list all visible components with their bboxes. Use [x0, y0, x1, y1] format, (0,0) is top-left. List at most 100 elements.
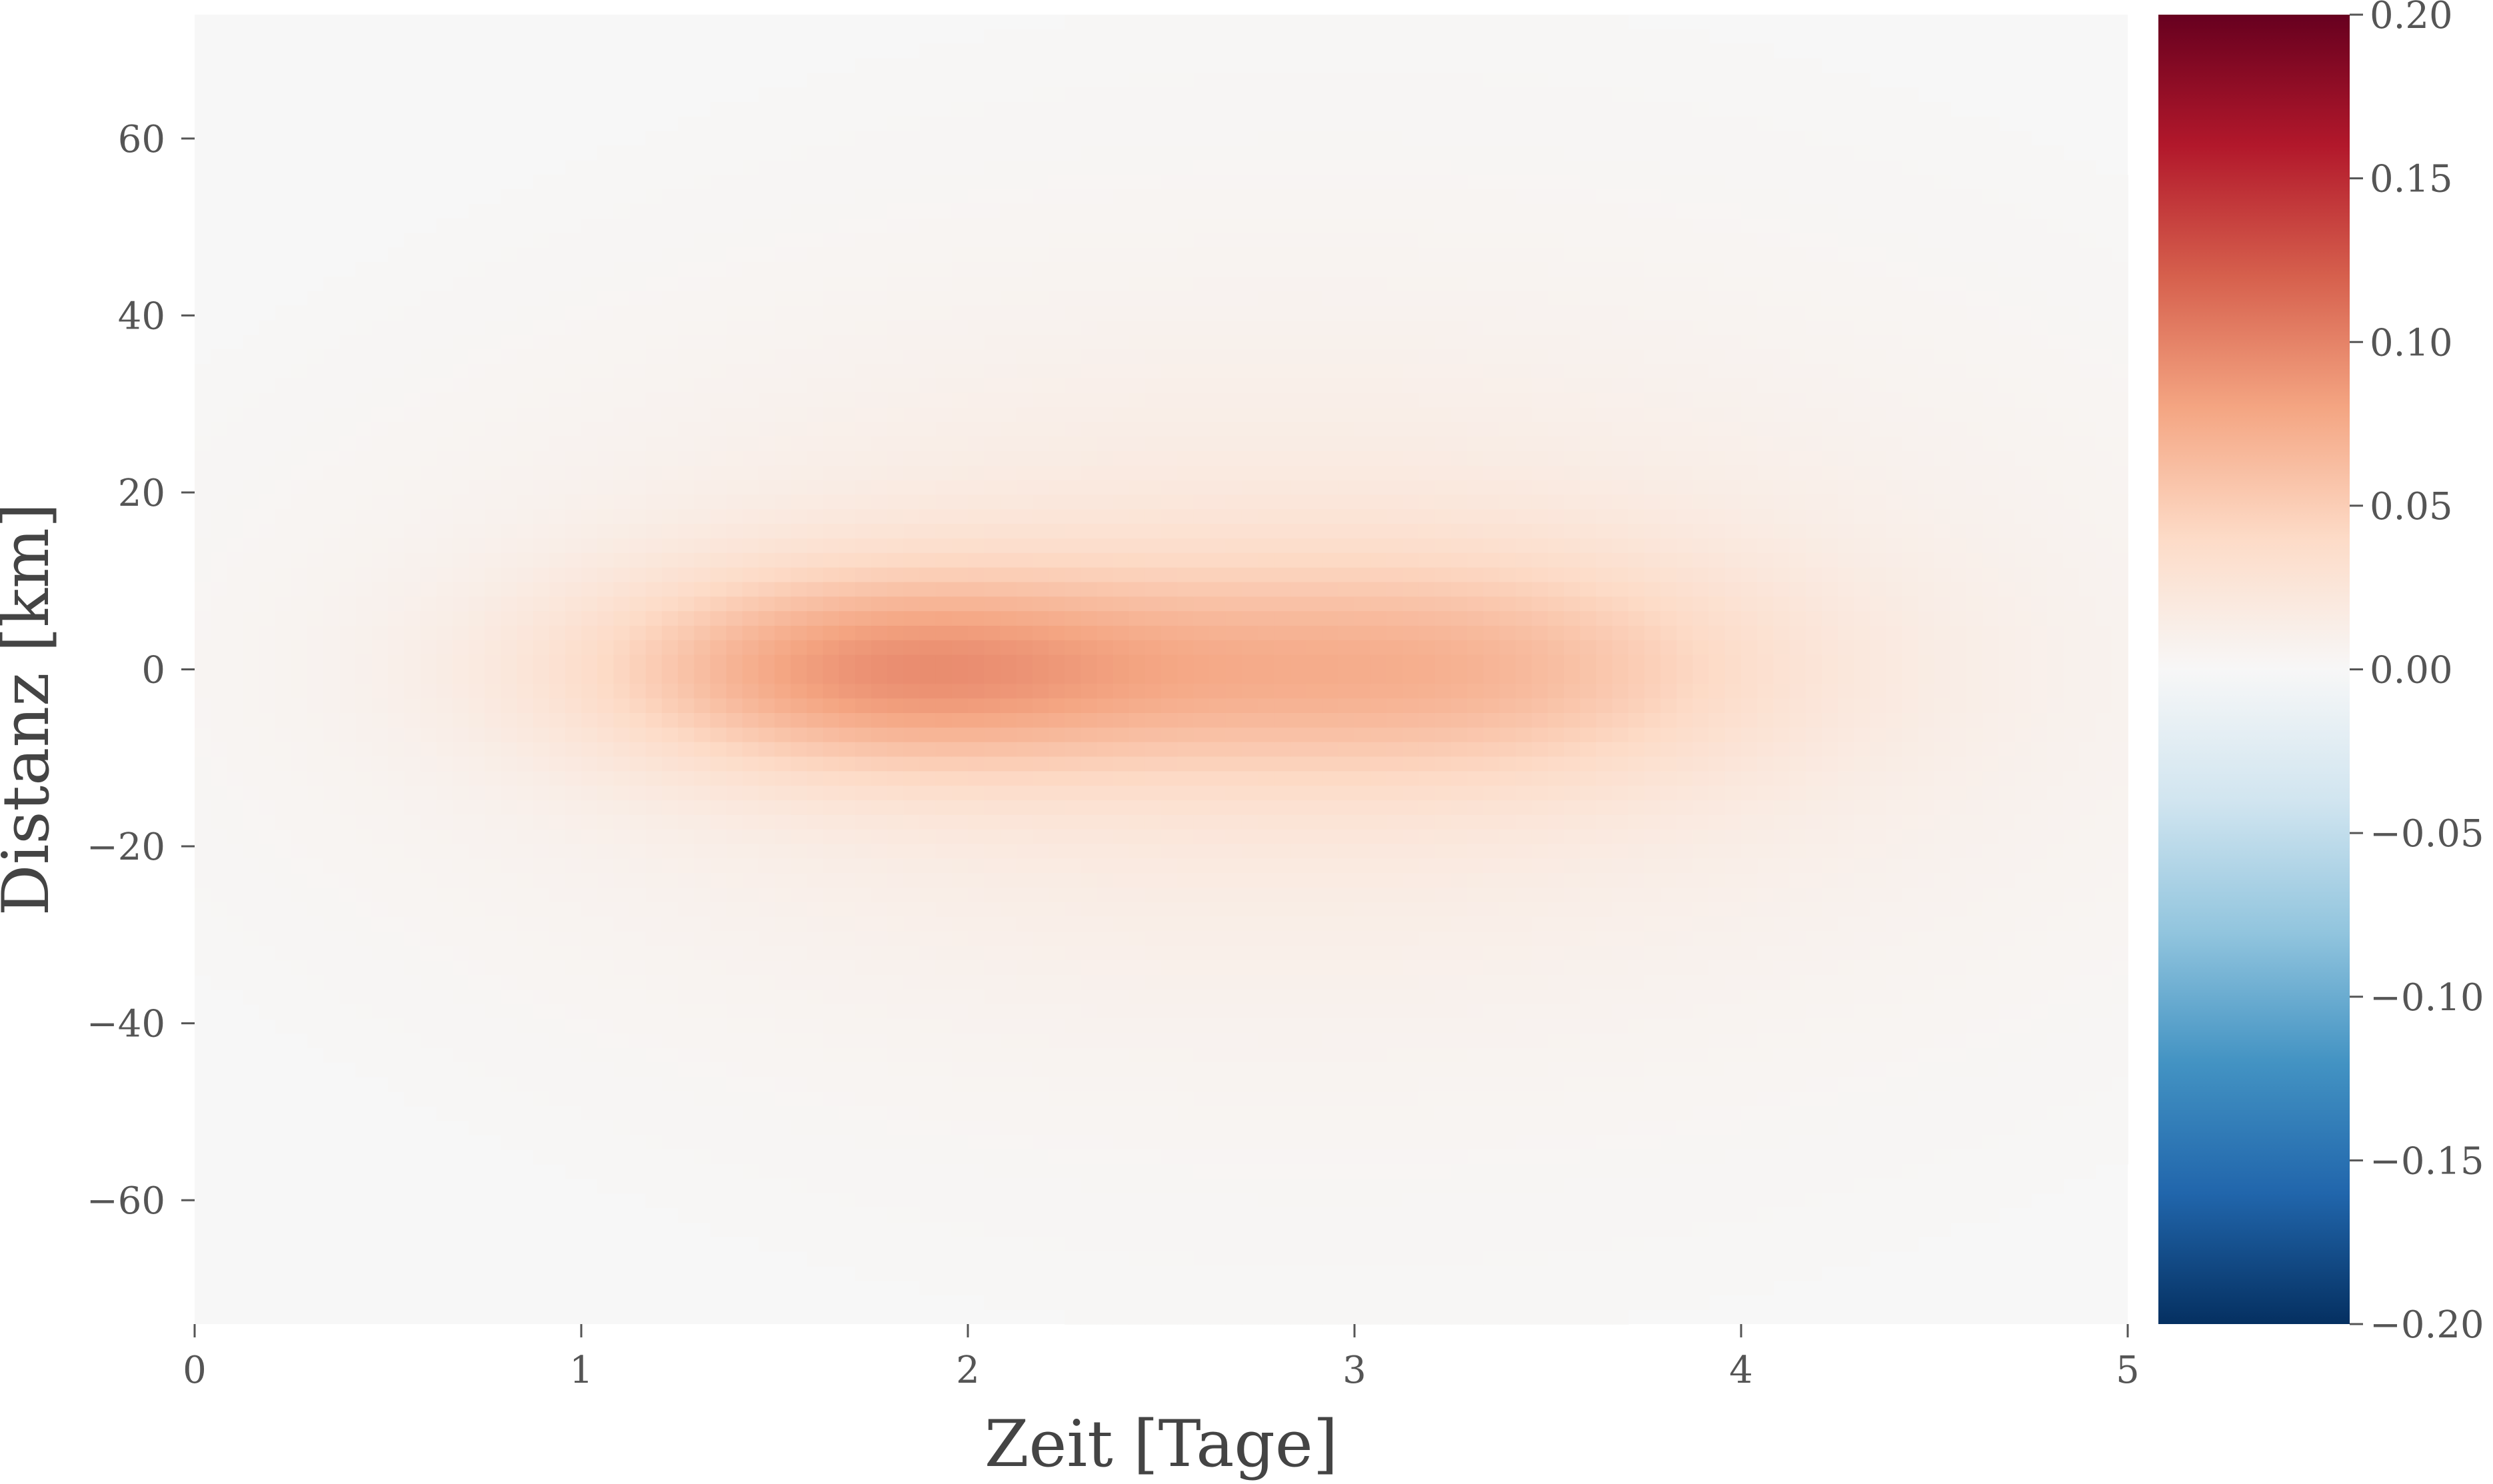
- heatmap-cell: [468, 786, 485, 801]
- heatmap-cell: [1258, 407, 1274, 423]
- heatmap-cell: [371, 364, 389, 379]
- heatmap-cell: [807, 829, 824, 845]
- heatmap-cell: [758, 480, 775, 496]
- heatmap-cell: [581, 786, 598, 801]
- heatmap-cell: [645, 305, 663, 321]
- heatmap-cell: [984, 1004, 1001, 1020]
- heatmap-cell: [1241, 1207, 1258, 1223]
- heatmap-cell: [984, 771, 1001, 786]
- heatmap-cell: [1241, 1004, 1258, 1020]
- heatmap-cell: [517, 247, 534, 263]
- heatmap-cell: [758, 349, 775, 365]
- heatmap-cell: [195, 436, 211, 452]
- heatmap-cell: [485, 451, 501, 466]
- heatmap-cell: [613, 552, 631, 568]
- heatmap-cell: [1209, 975, 1227, 990]
- heatmap-cell: [807, 916, 824, 932]
- heatmap-cell: [1258, 1135, 1274, 1150]
- heatmap-cell: [629, 975, 647, 990]
- heatmap-cell: [468, 552, 485, 568]
- heatmap-cell: [420, 364, 437, 379]
- heatmap-cell: [1113, 451, 1130, 466]
- heatmap-cell: [388, 960, 405, 976]
- heatmap-cell: [452, 611, 469, 626]
- heatmap-cell: [710, 1062, 727, 1078]
- heatmap-cell: [694, 1106, 711, 1121]
- heatmap-cell: [1113, 829, 1130, 845]
- heatmap-cell: [307, 349, 325, 365]
- heatmap-cell: [903, 175, 921, 190]
- heatmap-cell: [678, 844, 695, 860]
- heatmap-cell: [195, 407, 211, 423]
- heatmap-cell: [549, 960, 566, 976]
- heatmap-cell: [452, 800, 469, 816]
- heatmap-cell: [485, 494, 501, 510]
- heatmap-cell: [597, 582, 615, 598]
- heatmap-cell: [452, 465, 469, 481]
- heatmap-cell: [1177, 422, 1195, 437]
- heatmap-cell: [565, 946, 582, 961]
- heatmap-cell: [694, 378, 711, 394]
- heatmap-cell: [807, 1237, 824, 1252]
- heatmap-cell: [597, 160, 615, 175]
- heatmap-cell: [501, 786, 518, 801]
- heatmap-cell: [211, 567, 228, 583]
- heatmap-cell: [597, 698, 615, 714]
- heatmap-cell: [887, 1193, 905, 1209]
- heatmap-cell: [871, 640, 888, 656]
- heatmap-cell: [1177, 1207, 1195, 1223]
- heatmap-cell: [501, 946, 518, 961]
- heatmap-cell: [919, 291, 937, 307]
- heatmap-cell: [613, 407, 631, 423]
- heatmap-cell: [1113, 669, 1130, 685]
- heatmap-cell: [791, 1018, 808, 1034]
- heatmap-cell: [855, 960, 872, 976]
- heatmap-cell: [1065, 713, 1081, 728]
- heatmap-cell: [1129, 1149, 1146, 1165]
- heatmap-cell: [307, 858, 325, 874]
- heatmap-cell: [452, 364, 469, 379]
- heatmap-cell: [436, 829, 453, 845]
- heatmap-cell: [919, 465, 937, 481]
- heatmap-cell: [678, 742, 695, 758]
- heatmap-cell: [1225, 698, 1243, 714]
- heatmap-cell: [597, 145, 615, 161]
- heatmap-cell: [468, 1091, 485, 1107]
- heatmap-cell: [565, 1018, 582, 1034]
- heatmap-cell: [533, 654, 550, 670]
- heatmap-cell: [1193, 771, 1211, 786]
- heatmap-cell: [742, 1004, 759, 1020]
- heatmap-cell: [195, 596, 211, 612]
- heatmap-cell: [468, 335, 485, 350]
- heatmap-cell: [984, 305, 1001, 321]
- heatmap-cell: [371, 465, 389, 481]
- heatmap-cell: [1177, 160, 1195, 175]
- heatmap-cell: [195, 902, 211, 918]
- heatmap-cell: [1113, 15, 1130, 30]
- heatmap-cell: [259, 989, 276, 1005]
- heatmap-cell: [629, 291, 647, 307]
- heatmap-cell: [629, 145, 647, 161]
- heatmap-cell: [775, 975, 791, 990]
- heatmap-cell: [565, 552, 582, 568]
- heatmap-cell: [1065, 262, 1081, 277]
- heatmap-cell: [581, 451, 598, 466]
- heatmap-cell: [1274, 15, 1291, 30]
- heatmap-cell: [1241, 698, 1258, 714]
- heatmap-cell: [404, 335, 421, 350]
- heatmap-cell: [1048, 727, 1065, 743]
- heatmap-cell: [227, 771, 244, 786]
- heatmap-cell: [1225, 858, 1243, 874]
- heatmap-cell: [1113, 1207, 1130, 1223]
- heatmap-cell: [935, 1193, 953, 1209]
- heatmap-cell: [517, 727, 534, 743]
- heatmap-cell: [533, 305, 550, 321]
- heatmap-cell: [1209, 262, 1227, 277]
- heatmap-cell: [775, 946, 791, 961]
- heatmap-cell: [871, 1106, 888, 1121]
- heatmap-cell: [823, 873, 840, 888]
- heatmap-cell: [951, 364, 969, 379]
- heatmap-cell: [1113, 1237, 1130, 1252]
- heatmap-cell: [1241, 15, 1258, 30]
- heatmap-cell: [1193, 349, 1211, 365]
